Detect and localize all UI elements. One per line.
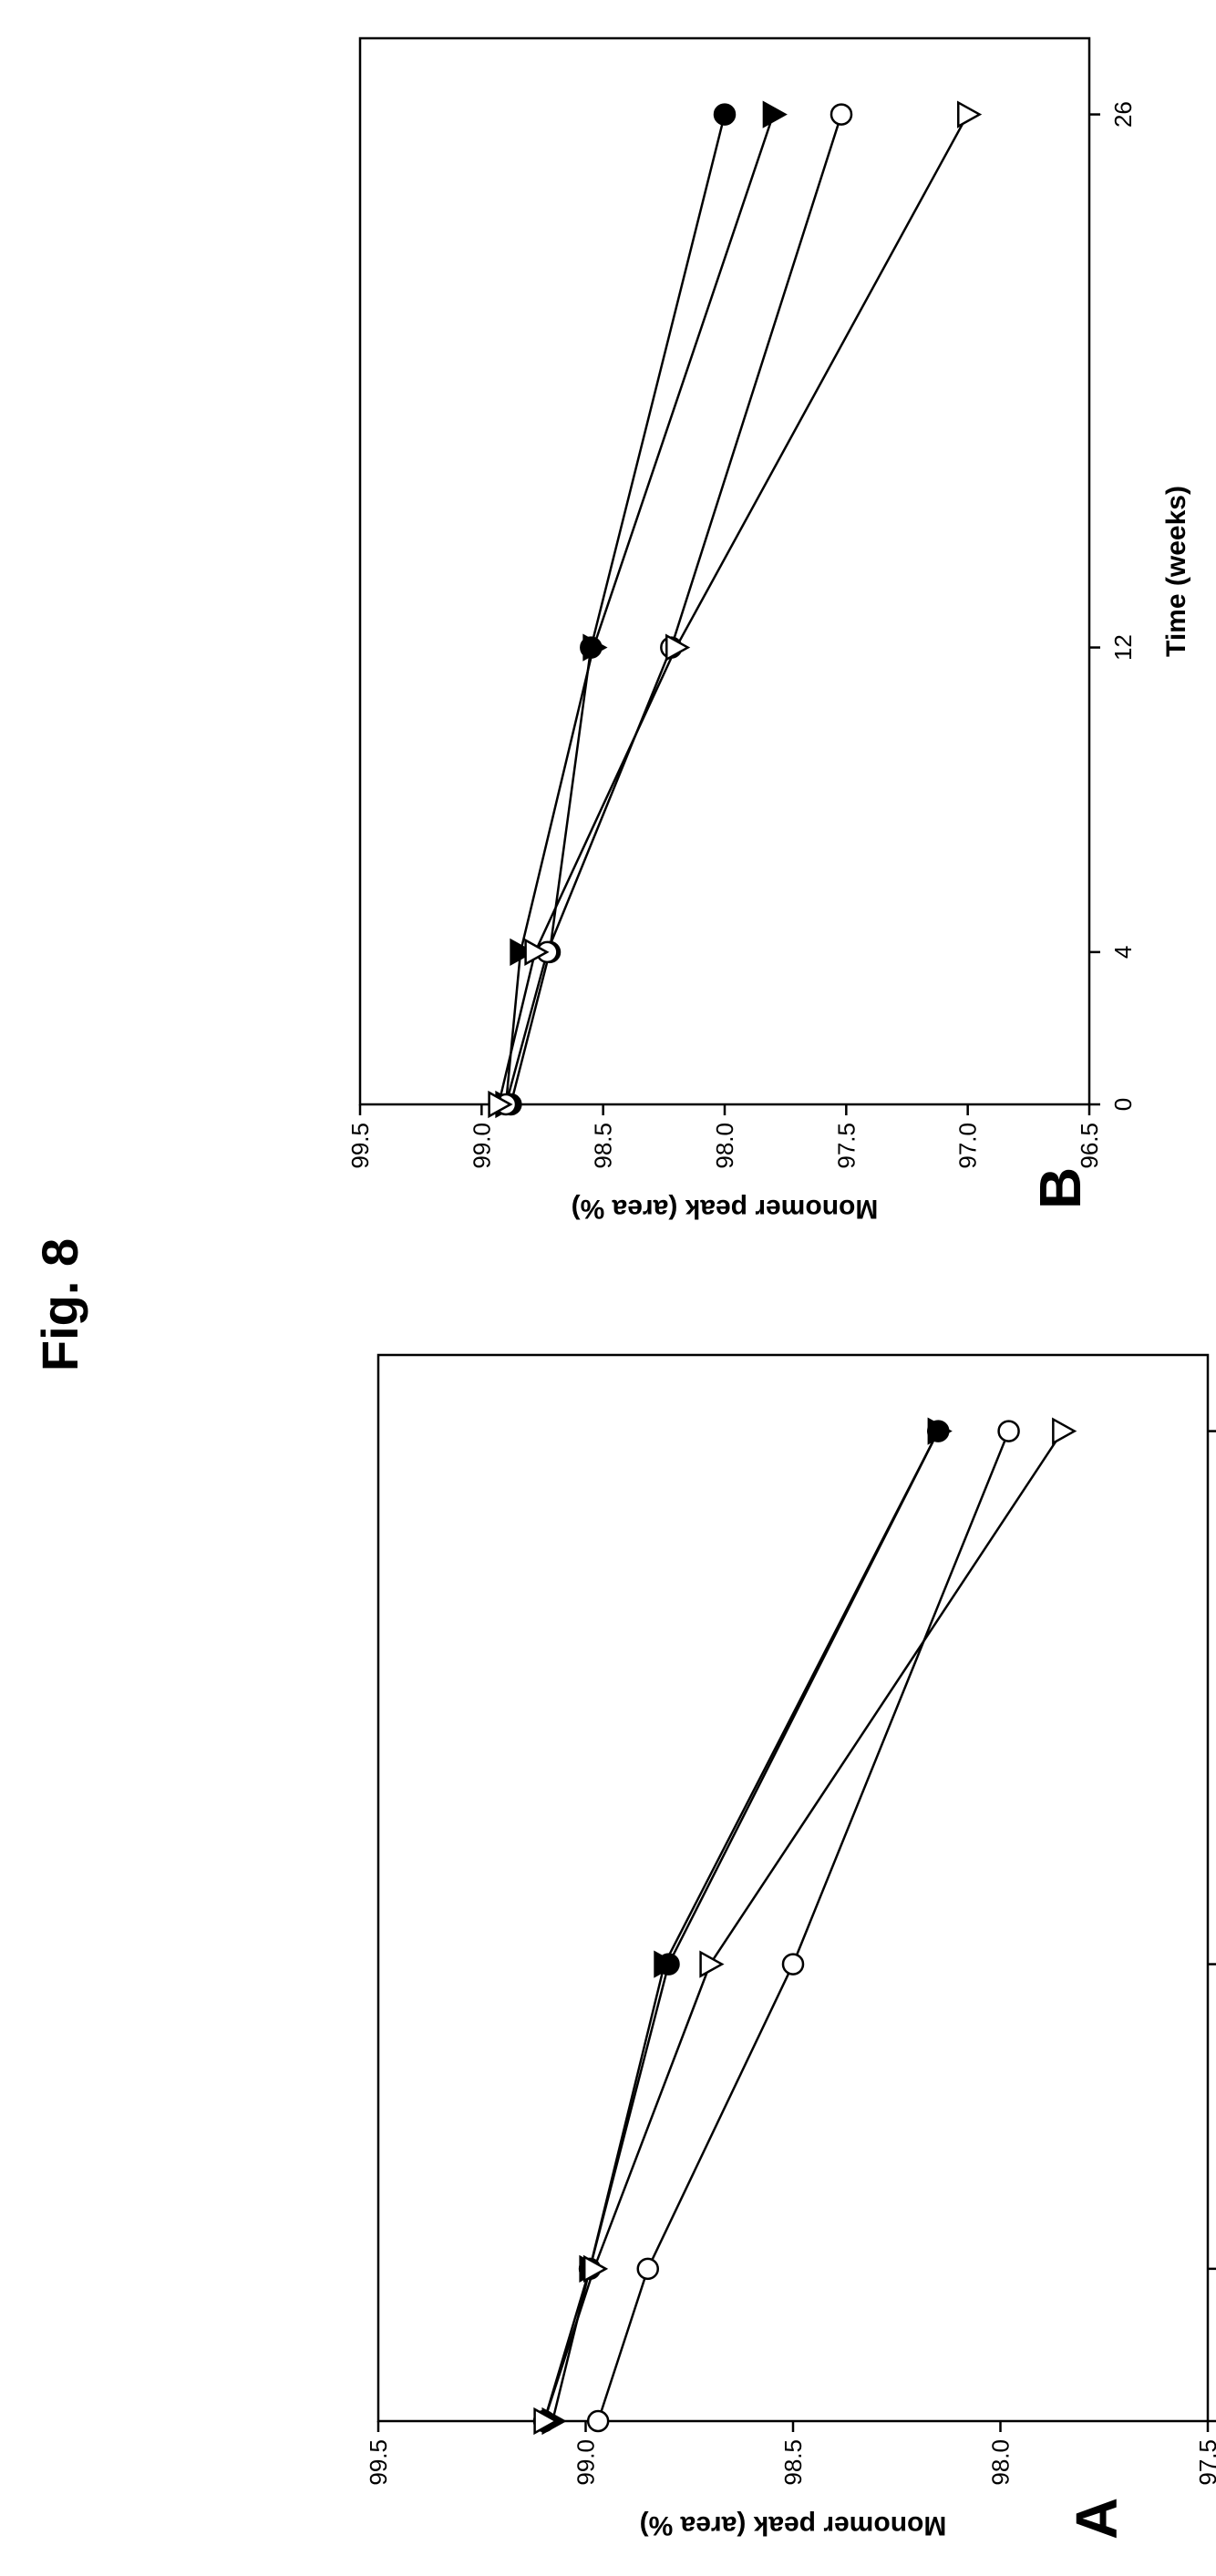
x-tick-label: 4	[1109, 946, 1137, 959]
y-tick-label: 97.5	[832, 1123, 860, 1169]
series-line-filled-circle	[544, 1432, 938, 2421]
data-point-open-triangle	[701, 1953, 722, 1976]
y-tick-label: 99.0	[572, 2439, 600, 2486]
data-point-open-circle	[638, 2259, 658, 2279]
data-point-filled-triangle	[764, 103, 785, 127]
data-point-filled-circle	[715, 105, 735, 125]
series-line-open-circle	[598, 1432, 1008, 2421]
y-tick-label: 96.5	[1076, 1123, 1103, 1169]
x-tick-label: 0	[1109, 1098, 1137, 1111]
series-line-open-triangle	[544, 1432, 1063, 2421]
series-line-filled-triangle	[552, 1432, 938, 2421]
y-tick-label: 99.5	[365, 2439, 392, 2486]
figure-title: Fig. 8	[31, 1238, 88, 1371]
rotated-figure: Fig. 8 A 97.5 98.0 98.5 99.0 99.5 0 4 12 26 Time (…	[31, 38, 1216, 2540]
y-axis-label: Monomer peak (area %)	[572, 1194, 879, 1224]
y-tick-label: 99.0	[468, 1123, 495, 1169]
series-line-open-triangle	[499, 115, 968, 1104]
data-point-open-triangle	[1053, 1420, 1074, 1443]
y-tick-label: 99.5	[346, 1123, 374, 1169]
y-tick-label: 97.0	[954, 1123, 982, 1169]
data-point-open-circle	[783, 1955, 803, 1975]
panel-label: A	[1064, 2498, 1129, 2540]
y-tick-label: 98.0	[711, 1123, 738, 1169]
x-tick-label: 26	[1109, 101, 1137, 128]
data-point-open-circle	[831, 105, 851, 125]
panel-label: B	[1027, 1167, 1093, 1209]
y-tick-label: 98.5	[590, 1123, 617, 1169]
data-point-open-circle	[588, 2411, 608, 2431]
y-tick-label: 98.0	[987, 2439, 1015, 2486]
plot-frame	[378, 1355, 1208, 2421]
data-point-open-triangle	[958, 103, 979, 127]
data-point-open-circle	[999, 1421, 1019, 1442]
x-axis-label: Time (weeks)	[1161, 486, 1191, 657]
panel-a: A97.598.098.599.099.5041226Time (weeks)M…	[365, 1355, 1216, 2540]
panel-b: B96.5 97.0 97.5 98.0 98.5 99.0 99.5 0 4 12 26 Time …	[346, 38, 1191, 1224]
y-tick-label: 97.5	[1194, 2439, 1216, 2486]
x-tick-label: 12	[1109, 634, 1137, 661]
y-tick-label: 98.5	[779, 2439, 807, 2486]
plot-frame	[360, 38, 1089, 1104]
y-axis-label: Monomer peak (area %)	[640, 2510, 947, 2540]
